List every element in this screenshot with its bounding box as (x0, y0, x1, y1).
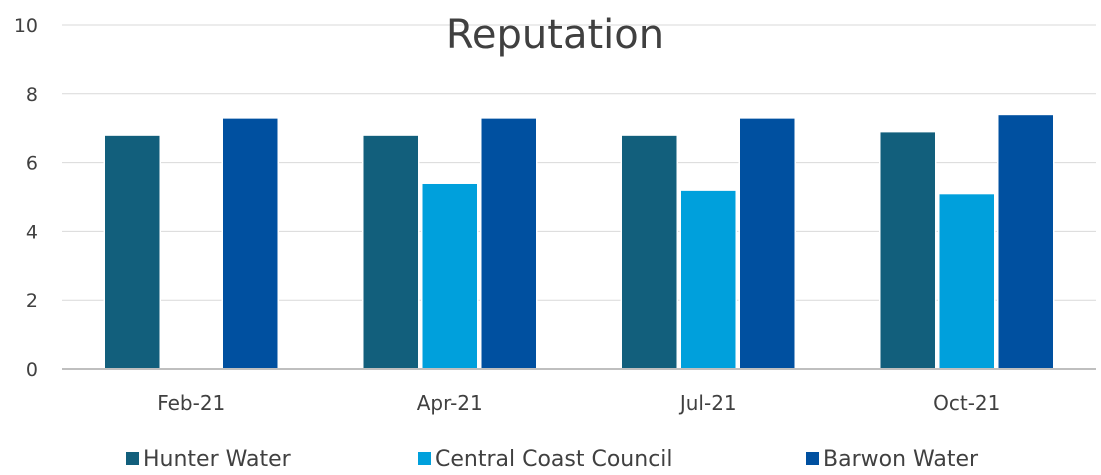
x-category-label-2: Jul-21 (678, 391, 737, 415)
bar-Apr-21-hunter-water (362, 134, 420, 370)
x-category-label-0: Feb-21 (157, 391, 225, 415)
x-category-label-3: Oct-21 (933, 391, 1000, 415)
y-tick-label-4: 8 (26, 84, 38, 106)
y-tick-label-3: 6 (26, 153, 38, 175)
legend-item-central-coast-council: Central Coast Council (418, 447, 673, 472)
x-category-labels: Feb-21 Apr-21 Jul-21 Oct-21 (157, 391, 1000, 415)
legend-item-hunter-water: Hunter Water (126, 447, 292, 472)
legend-swatch-1 (418, 452, 431, 465)
bar-Feb-21-barwon-water (221, 117, 279, 370)
chart-title: Reputation (446, 12, 664, 58)
bar-Oct-21-central-coast-council (938, 192, 996, 370)
y-tick-label-0: 0 (26, 359, 38, 381)
bars (103, 113, 1055, 370)
bar-Jul-21-barwon-water (738, 117, 796, 370)
y-tick-label-5: 10 (14, 15, 38, 37)
bar-Oct-21-barwon-water (997, 113, 1055, 370)
legend-swatch-0 (126, 452, 139, 465)
bar-Jul-21-central-coast-council (679, 189, 737, 370)
legend: Hunter Water Central Coast Council Barwon … (126, 447, 979, 472)
bar-Oct-21-hunter-water (879, 130, 937, 370)
legend-item-barwon-water: Barwon Water (806, 447, 979, 472)
legend-swatch-2 (806, 452, 819, 465)
y-tick-label-2: 4 (26, 221, 38, 243)
y-tick-label-1: 2 (26, 290, 38, 312)
legend-label-1: Central Coast Council (435, 447, 673, 472)
y-tick-labels: 0 2 4 6 8 10 (14, 15, 38, 381)
legend-label-0: Hunter Water (143, 447, 292, 472)
bar-Apr-21-central-coast-council (421, 182, 479, 370)
x-category-label-1: Apr-21 (417, 391, 483, 415)
bar-Feb-21-hunter-water (103, 134, 161, 370)
bar-Jul-21-hunter-water (620, 134, 678, 370)
bar-Apr-21-barwon-water (480, 117, 538, 370)
legend-label-2: Barwon Water (823, 447, 979, 472)
